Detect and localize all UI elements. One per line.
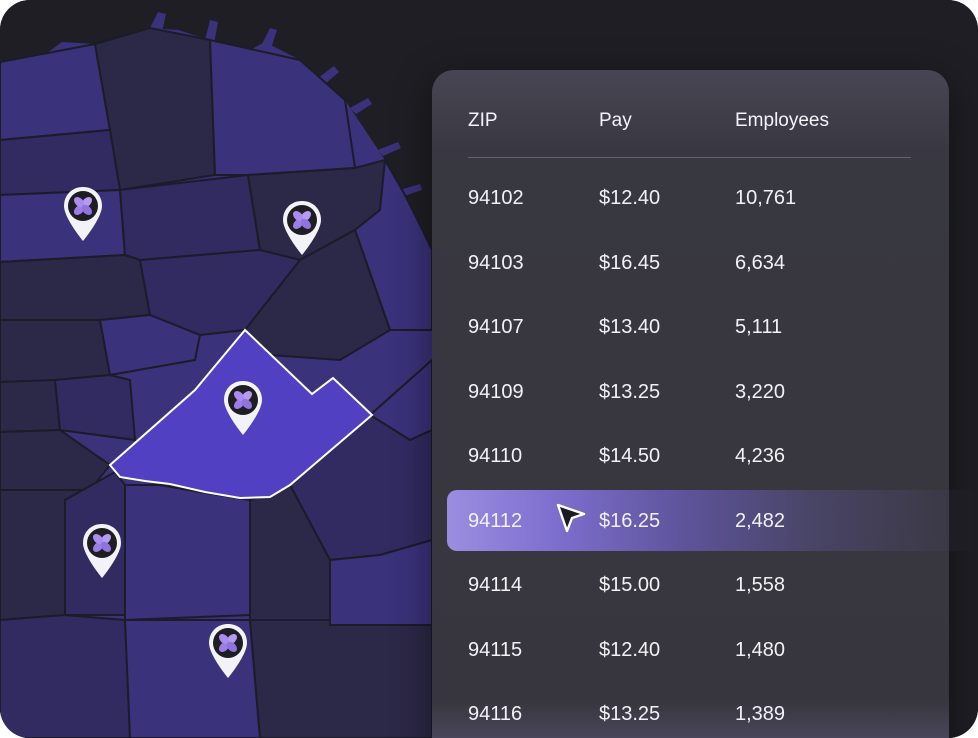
cell-zip: 94103 (468, 251, 524, 274)
flower-logo-icon (234, 391, 252, 409)
flower-logo-icon (74, 197, 92, 215)
column-header-employees[interactable]: Employees (735, 110, 829, 131)
cell-employees: 1,389 (735, 703, 786, 725)
cell-pay: $16.45 (599, 251, 661, 274)
cell-employees: 1,480 (735, 638, 786, 661)
cell-zip: 94116 (468, 703, 523, 725)
cell-zip: 94115 (468, 638, 523, 661)
cell-zip: 94110 (468, 445, 523, 467)
cell-employees: 1,558 (735, 574, 786, 596)
district[interactable] (124, 484, 251, 622)
table-row[interactable]: 94102 $12.40 10,761 (432, 178, 949, 218)
flower-logo-icon (219, 634, 237, 652)
cell-pay: $13.25 (599, 380, 661, 403)
table-row[interactable]: 94115 $12.40 1,480 (432, 630, 949, 670)
pointer-arrow-icon (556, 503, 586, 533)
district[interactable] (98, 313, 202, 377)
cell-pay: $13.40 (599, 316, 661, 338)
district[interactable] (0, 319, 112, 384)
table-row[interactable]: 94116 $13.25 1,389 (432, 694, 949, 734)
cell-employees: 3,220 (735, 380, 786, 403)
table-row[interactable]: 94103 $16.45 6,634 (432, 243, 949, 283)
zip-data-panel: ZIP Pay Employees (432, 70, 949, 738)
table-row[interactable]: 94112 $16.25 2,482 (432, 501, 949, 541)
cell-employees: 6,634 (735, 251, 786, 274)
pier-g (400, 184, 422, 196)
table-row[interactable]: 94110 $14.50 4,236 (432, 436, 949, 476)
cell-employees: 2,482 (735, 509, 786, 532)
cell-zip: 94112 (468, 509, 523, 532)
table-header: ZIP Pay Employees (432, 101, 949, 141)
table-row[interactable]: 94109 $13.25 3,220 (432, 372, 949, 412)
map-pin[interactable] (80, 522, 124, 582)
flower-logo-icon (293, 211, 311, 229)
cell-pay: $15.00 (599, 574, 661, 596)
map-pin[interactable] (221, 379, 265, 439)
table-body: 94102 $12.40 10,761 94103 $16.45 6,634 94107 $1… (432, 0, 949, 738)
pier-b (205, 20, 218, 44)
pier-e (350, 98, 372, 114)
cell-employees: 5,111 (735, 316, 783, 338)
map-pin[interactable] (280, 199, 324, 259)
pier-c (262, 28, 277, 48)
selected-row-highlight (447, 490, 978, 551)
cell-pay: $13.25 (599, 703, 661, 725)
table-row[interactable]: 94114 $15.00 1,558 (432, 565, 949, 605)
district[interactable] (118, 173, 262, 262)
cell-employees: 10,761 (735, 187, 797, 209)
column-header-zip[interactable]: ZIP (468, 110, 498, 131)
table-row[interactable]: 94107 $13.40 5,111 (432, 307, 949, 347)
cell-pay: $12.40 (599, 187, 661, 209)
district[interactable] (0, 378, 62, 434)
district[interactable] (53, 373, 137, 442)
flower-logo-icon (93, 534, 111, 552)
cell-pay: $16.25 (599, 509, 661, 532)
district[interactable] (0, 253, 152, 321)
map-pin[interactable] (206, 622, 250, 682)
cell-zip: 94109 (468, 380, 524, 403)
district[interactable] (0, 428, 112, 491)
pier-a (150, 12, 166, 32)
cell-pay: $12.40 (599, 638, 661, 661)
cell-pay: $14.50 (599, 445, 661, 467)
district[interactable] (0, 613, 132, 738)
cell-employees: 4,236 (735, 445, 786, 467)
cell-zip: 94107 (468, 316, 524, 338)
pier-f (378, 142, 401, 156)
column-header-pay[interactable]: Pay (599, 110, 632, 131)
map-pin[interactable] (61, 185, 105, 245)
district[interactable] (248, 619, 433, 738)
header-divider (468, 157, 911, 158)
cell-zip: 94114 (468, 574, 523, 596)
cell-zip: 94102 (468, 187, 524, 209)
district[interactable] (0, 42, 112, 142)
